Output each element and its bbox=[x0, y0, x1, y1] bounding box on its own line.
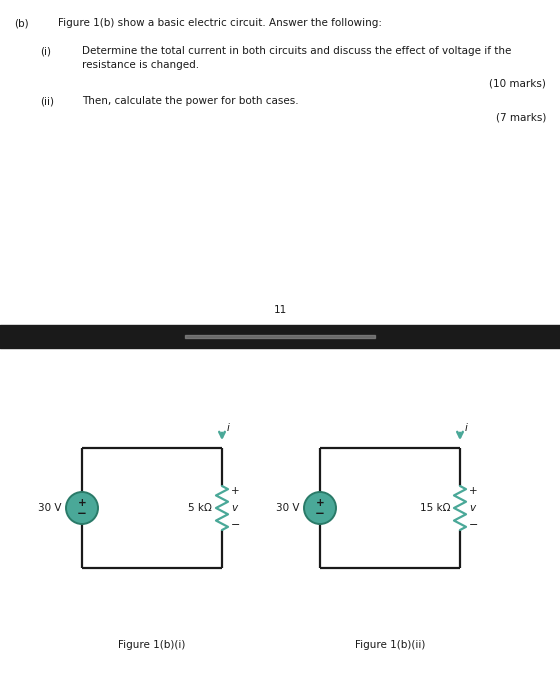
Circle shape bbox=[304, 492, 336, 524]
Text: Then, calculate the power for both cases.: Then, calculate the power for both cases… bbox=[82, 96, 298, 106]
Text: −: − bbox=[315, 508, 325, 521]
Circle shape bbox=[66, 492, 98, 524]
Text: +: + bbox=[316, 498, 324, 508]
Text: (7 marks): (7 marks) bbox=[496, 113, 546, 123]
Text: (ii): (ii) bbox=[40, 96, 54, 106]
Text: +: + bbox=[78, 498, 86, 508]
Text: i: i bbox=[465, 423, 468, 433]
Text: (b): (b) bbox=[14, 18, 29, 28]
Text: 30 V: 30 V bbox=[276, 503, 299, 513]
Text: −: − bbox=[77, 508, 87, 521]
Text: (10 marks): (10 marks) bbox=[489, 78, 546, 88]
Text: i: i bbox=[227, 423, 230, 433]
Text: (i): (i) bbox=[40, 46, 51, 56]
Text: −: − bbox=[469, 520, 478, 530]
Text: v: v bbox=[231, 503, 237, 513]
Text: 11: 11 bbox=[273, 305, 287, 315]
Text: 5 kΩ: 5 kΩ bbox=[188, 503, 212, 513]
Text: Figure 1(b)(ii): Figure 1(b)(ii) bbox=[355, 640, 425, 650]
Text: 15 kΩ: 15 kΩ bbox=[419, 503, 450, 513]
Text: 30 V: 30 V bbox=[38, 503, 61, 513]
Text: v: v bbox=[469, 503, 475, 513]
Text: +: + bbox=[469, 486, 478, 496]
Text: Figure 1(b)(i): Figure 1(b)(i) bbox=[118, 640, 186, 650]
Text: Figure 1(b) show a basic electric circuit. Answer the following:: Figure 1(b) show a basic electric circui… bbox=[58, 18, 382, 28]
Text: resistance is changed.: resistance is changed. bbox=[82, 60, 199, 70]
Text: Determine the total current in both circuits and discuss the effect of voltage i: Determine the total current in both circ… bbox=[82, 46, 511, 56]
Text: +: + bbox=[231, 486, 240, 496]
Text: −: − bbox=[231, 520, 240, 530]
